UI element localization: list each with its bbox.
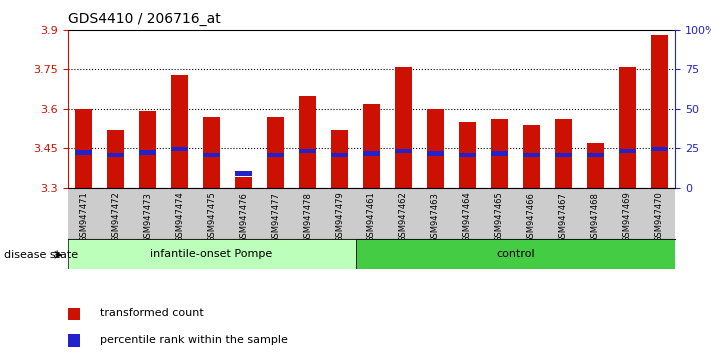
Bar: [139, 150, 156, 155]
Text: GSM947477: GSM947477: [271, 192, 280, 242]
Text: GSM947465: GSM947465: [495, 192, 504, 242]
Text: GSM947462: GSM947462: [399, 192, 408, 242]
Bar: [523, 153, 540, 158]
Bar: [651, 147, 668, 152]
Text: GSM947468: GSM947468: [591, 192, 600, 242]
Text: GSM947461: GSM947461: [367, 192, 376, 242]
Bar: [427, 151, 444, 156]
Bar: [331, 153, 348, 158]
Text: GDS4410 / 206716_at: GDS4410 / 206716_at: [68, 12, 220, 27]
Text: GSM947475: GSM947475: [207, 192, 216, 242]
Bar: [651, 35, 668, 188]
Bar: [427, 109, 444, 188]
Bar: [491, 151, 508, 156]
Bar: [171, 75, 188, 188]
Bar: [299, 149, 316, 154]
Text: GSM947467: GSM947467: [559, 192, 568, 242]
Text: GSM947469: GSM947469: [623, 192, 632, 242]
Text: GSM947471: GSM947471: [79, 192, 88, 242]
Bar: [171, 147, 188, 152]
Bar: [395, 67, 412, 188]
Bar: [235, 177, 252, 188]
Text: GSM947463: GSM947463: [431, 192, 440, 242]
Bar: [107, 130, 124, 188]
Bar: [459, 122, 476, 188]
Text: GSM947474: GSM947474: [175, 192, 184, 242]
Bar: [267, 117, 284, 188]
Bar: [555, 153, 572, 158]
Bar: [363, 104, 380, 188]
FancyBboxPatch shape: [68, 239, 356, 269]
Text: GSM947479: GSM947479: [335, 192, 344, 242]
Bar: [619, 149, 636, 154]
Bar: [203, 153, 220, 158]
Bar: [267, 153, 284, 158]
Text: GSM947466: GSM947466: [527, 192, 536, 242]
Text: percentile rank within the sample: percentile rank within the sample: [100, 335, 287, 345]
Text: GSM947464: GSM947464: [463, 192, 472, 242]
Text: disease state: disease state: [4, 250, 77, 260]
Bar: [363, 151, 380, 156]
Bar: [235, 171, 252, 176]
Text: GSM947472: GSM947472: [111, 192, 120, 242]
Text: control: control: [496, 249, 535, 259]
Bar: [75, 150, 92, 155]
Bar: [523, 125, 540, 188]
Bar: [203, 117, 220, 188]
Bar: [299, 96, 316, 188]
Bar: [75, 109, 92, 188]
Bar: [555, 119, 572, 188]
FancyBboxPatch shape: [68, 334, 80, 347]
Text: GSM947478: GSM947478: [303, 192, 312, 242]
Bar: [491, 119, 508, 188]
Text: infantile-onset Pompe: infantile-onset Pompe: [151, 249, 272, 259]
Text: GSM947473: GSM947473: [143, 192, 152, 242]
Bar: [331, 130, 348, 188]
Bar: [587, 153, 604, 158]
Text: transformed count: transformed count: [100, 308, 203, 318]
Bar: [459, 153, 476, 158]
Bar: [107, 153, 124, 158]
FancyBboxPatch shape: [68, 308, 80, 320]
Bar: [395, 149, 412, 154]
Bar: [139, 112, 156, 188]
Text: GSM947476: GSM947476: [239, 192, 248, 242]
Bar: [619, 67, 636, 188]
FancyBboxPatch shape: [356, 239, 675, 269]
Bar: [587, 143, 604, 188]
Text: GSM947470: GSM947470: [655, 192, 664, 242]
